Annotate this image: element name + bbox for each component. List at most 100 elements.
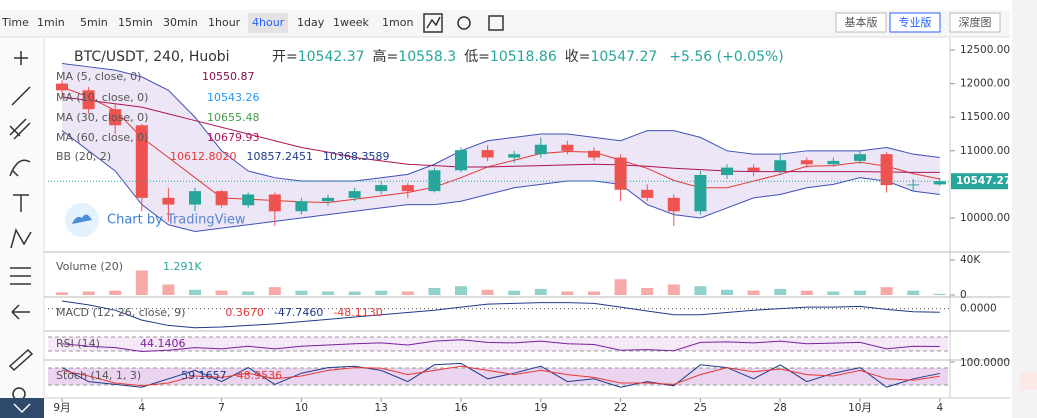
pane-name[interactable]: RSI (14)	[56, 337, 100, 350]
indicator-name[interactable]: MA (30, close, 0)	[56, 111, 148, 124]
text-tool[interactable]	[13, 194, 29, 212]
side-panel-strip	[1020, 372, 1037, 390]
price-tick-label: 10000.00	[960, 212, 1010, 224]
volume-bar	[933, 293, 946, 295]
interval-button[interactable]: 1min	[37, 16, 65, 29]
time-tick-label: 9月	[53, 402, 70, 414]
interval-button[interactable]: 1hour	[208, 16, 241, 29]
indicator-value: 10857.2451	[246, 150, 312, 163]
indicator-line	[61, 300, 940, 329]
settings-button[interactable]	[457, 16, 471, 30]
time-tick-label: 4	[138, 402, 145, 414]
candle-body	[375, 185, 388, 192]
ohlc-value: 10547.27	[590, 49, 657, 65]
view-button-frame	[949, 12, 1001, 33]
change: +5.56 (+0.05%)	[669, 49, 783, 65]
view-button[interactable]: 基本版	[845, 15, 878, 29]
candle-body	[82, 90, 95, 110]
volume-bar	[854, 290, 866, 295]
candle-body	[933, 181, 946, 185]
volume-bar	[588, 291, 600, 295]
candle-body	[667, 197, 680, 212]
chart-type-button[interactable]	[423, 13, 443, 33]
pane-separators	[44, 251, 1010, 361]
volume-bar	[375, 290, 388, 295]
symbol[interactable]: BTC/USDT, 240, Huobi	[74, 49, 230, 65]
candle-body	[907, 184, 920, 186]
volume-bar	[534, 288, 547, 295]
indicator-name[interactable]: MA (60, close, 0)	[56, 131, 148, 144]
volume-bar	[508, 290, 521, 295]
volume-bar	[215, 290, 228, 295]
candle-body	[215, 191, 228, 206]
volume-bar	[242, 291, 255, 295]
candle-body	[428, 170, 441, 192]
interval-button[interactable]: 1week	[333, 16, 370, 29]
candle-body	[348, 191, 361, 198]
candle-body	[455, 150, 467, 171]
candle-body	[774, 160, 787, 171]
volume-bar	[109, 290, 122, 295]
ohlc-value: 10518.86	[490, 49, 557, 65]
fullscreen-button[interactable]	[488, 15, 504, 31]
collapse-button[interactable]	[0, 398, 44, 418]
collapse-icon	[13, 403, 31, 414]
volume-bar	[827, 291, 840, 295]
candle-body	[508, 154, 521, 158]
last-price-box	[951, 173, 1008, 190]
volume-bar	[162, 284, 175, 295]
candle-body	[481, 150, 494, 158]
ruler-tool[interactable]	[8, 348, 34, 372]
indicator-line	[61, 130, 940, 232]
brush-tool[interactable]	[9, 159, 31, 177]
candle-body	[614, 157, 627, 190]
pane-name[interactable]: MACD (12, 26, close, 9)	[56, 306, 185, 319]
fib-tool[interactable]	[9, 118, 31, 140]
ohlc-value: 10558.3	[398, 49, 456, 65]
crosshair-tool[interactable]	[14, 51, 28, 65]
interval-button[interactable]: 1day	[297, 16, 325, 29]
candle-body	[694, 175, 707, 212]
watermark-icon	[72, 214, 92, 224]
volume-bar	[82, 291, 95, 295]
interval-button[interactable]: 5min	[80, 16, 108, 29]
interval-button[interactable]: 30min	[163, 16, 198, 29]
measure-tool[interactable]	[10, 267, 31, 285]
price-tick-label: 11000.00	[960, 145, 1010, 157]
pane-value: 1.291K	[163, 260, 202, 273]
trendline-tool[interactable]	[11, 86, 31, 106]
interval-button[interactable]: 15min	[118, 16, 153, 29]
interval-button[interactable]: 4hour	[252, 16, 285, 29]
volume-bar	[135, 270, 148, 295]
volume-bar	[401, 291, 414, 295]
interval-button[interactable]: 1mon	[382, 16, 413, 29]
candle-body	[880, 154, 893, 186]
candle-body	[641, 189, 654, 198]
watermark[interactable]: Chart by TradingView	[107, 213, 246, 228]
pane-name[interactable]: Stoch (14, 1, 3)	[56, 369, 141, 382]
pane-value: -47.7460	[274, 306, 323, 319]
view-button[interactable]: 专业版	[899, 15, 932, 29]
time-label[interactable]: Time	[1, 16, 29, 29]
volume-bar	[667, 284, 680, 295]
macd-tick-label: 0.0000	[960, 303, 997, 315]
pane-name[interactable]: Volume (20)	[56, 260, 123, 273]
view-button[interactable]: 深度图	[959, 15, 992, 29]
time-tick-label: 25	[694, 402, 707, 414]
volume-bar	[295, 290, 308, 295]
indicator-name[interactable]: MA (5, close, 0)	[56, 70, 141, 83]
indicator-line	[61, 86, 940, 204]
view-button-frame	[889, 12, 941, 33]
indicator-name[interactable]: BB (20, 2)	[56, 150, 111, 163]
candle-body	[242, 194, 255, 206]
ohlc-label: 收=	[565, 49, 591, 65]
candle-body	[588, 150, 600, 158]
indicator-name[interactable]: MA (10, close, 0)	[56, 91, 148, 104]
indicator-value: 10543.26	[207, 91, 260, 104]
pattern-tool[interactable]	[10, 228, 32, 249]
price-tick-label: 11500.00	[960, 111, 1010, 123]
back-tool[interactable]	[11, 304, 30, 320]
volume-bar	[721, 289, 733, 295]
stoch-tick-label: 100.0000	[960, 357, 1010, 369]
